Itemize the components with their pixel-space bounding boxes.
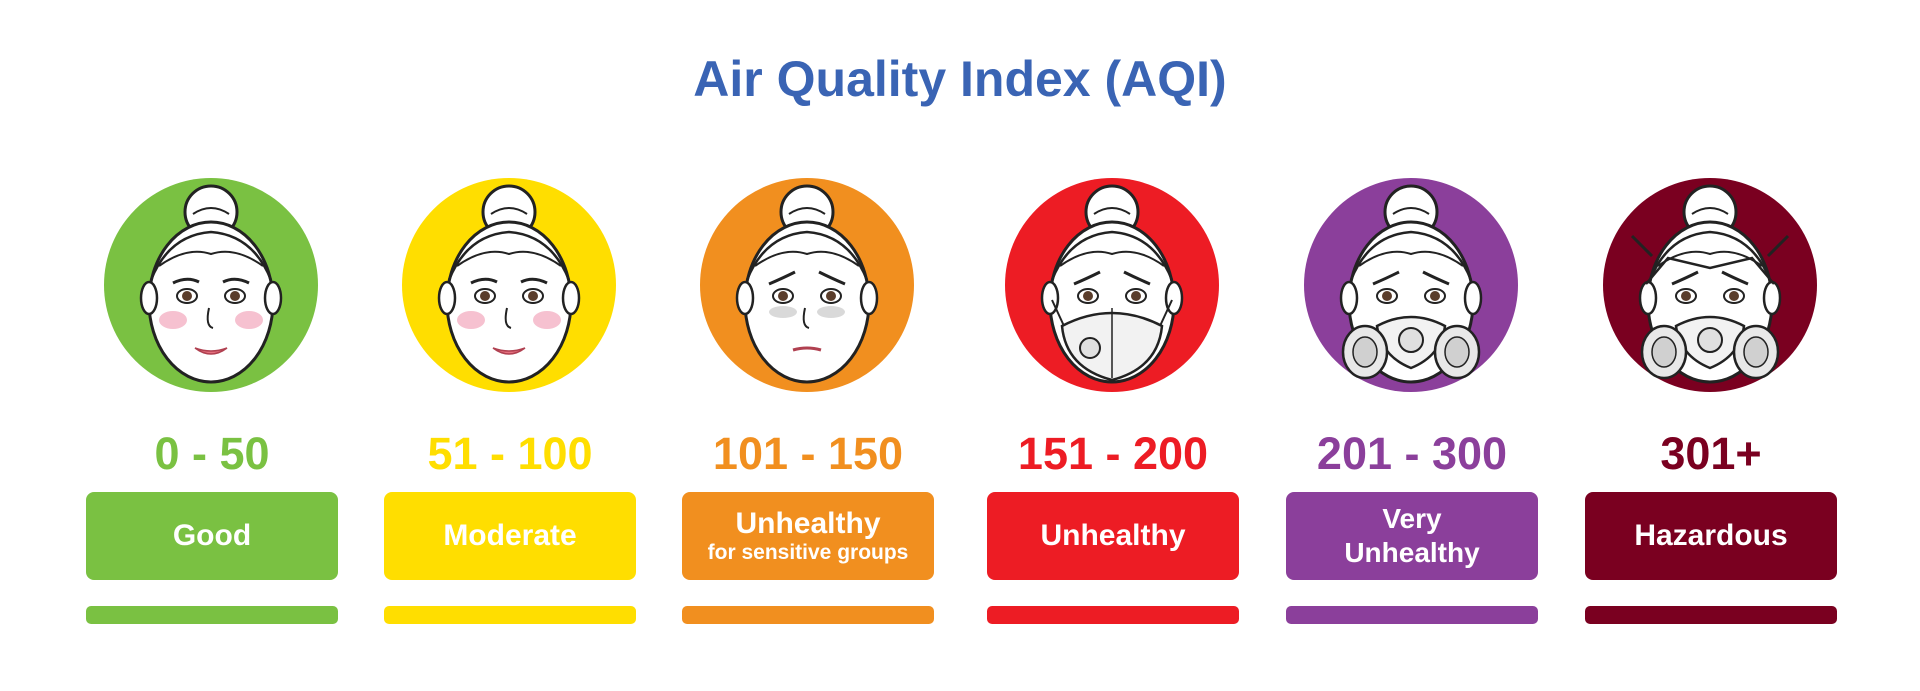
aqi-level: 0 - 50 Good	[86, 0, 338, 691]
aqi-range: 51 - 100	[427, 428, 593, 479]
page-title: Air Quality Index (AQI)	[693, 51, 1227, 107]
color-bar	[1286, 606, 1538, 624]
category-label: Good	[172, 519, 252, 552]
aqi-level: 301+ Hazardous	[1585, 0, 1837, 691]
category-label: Moderate	[443, 519, 577, 552]
category-label-box: Good	[86, 492, 338, 580]
face-icon	[735, 184, 879, 384]
category-label-box: Unhealthy for sensitive groups	[682, 492, 934, 580]
aqi-level: 51 - 100 Moderate	[384, 0, 636, 691]
category-label-box: Hazardous	[1585, 492, 1837, 580]
category-label-box: Moderate	[384, 492, 636, 580]
face-icon	[437, 184, 581, 384]
category-label: Hazardous	[1634, 519, 1788, 552]
face-with-mask-icon	[1339, 184, 1483, 384]
color-bar	[987, 606, 1239, 624]
face-icon	[139, 184, 283, 384]
category-sublabel: for sensitive groups	[707, 541, 909, 564]
aqi-range: 201 - 300	[1316, 428, 1508, 479]
aqi-range: 301+	[1660, 428, 1762, 479]
color-bar	[682, 606, 934, 624]
aqi-level: 201 - 300 Very Unhealthy	[1286, 0, 1538, 691]
aqi-level: 101 - 150 Unhealthy for sensitive groups	[682, 0, 934, 691]
face-with-mask-icon	[1630, 184, 1790, 384]
category-label-box: Very Unhealthy	[1286, 492, 1538, 580]
aqi-level: 151 - 200 Unhealthy	[987, 0, 1239, 691]
face-with-mask-icon	[1040, 184, 1184, 384]
color-bar	[86, 606, 338, 624]
category-label: Unhealthy	[1040, 519, 1186, 552]
category-label: Unhealthy	[735, 507, 881, 540]
color-bar	[1585, 606, 1837, 624]
aqi-range: 151 - 200	[1017, 428, 1209, 479]
aqi-range: 101 - 150	[712, 428, 904, 479]
color-bar	[384, 606, 636, 624]
category-label-box: Unhealthy	[987, 492, 1239, 580]
aqi-range: 0 - 50	[154, 428, 270, 479]
category-label: Very Unhealthy	[1344, 503, 1480, 568]
